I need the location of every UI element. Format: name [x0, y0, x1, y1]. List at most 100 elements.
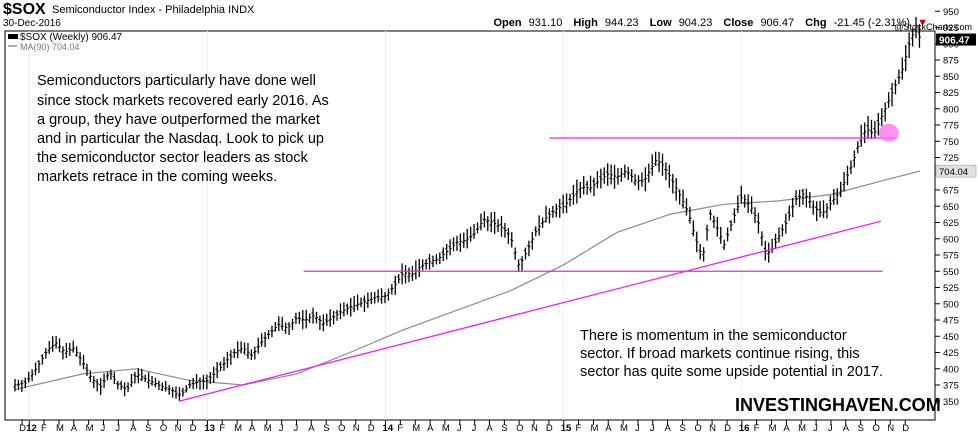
- x-tick-label: J: [101, 423, 106, 434]
- chart-header: $SOX Semiconductor Index - Philadelphia …: [0, 0, 978, 30]
- x-tick-label: S: [145, 423, 151, 434]
- y-tick-label: 725: [943, 153, 959, 164]
- x-tick-label: A: [249, 423, 256, 434]
- y-tick-label: 750: [943, 137, 959, 148]
- annotation-2-line: There is momentum in the semiconductor: [580, 328, 847, 344]
- y-tick-label: 500: [943, 299, 959, 310]
- x-tick-label: J: [650, 423, 655, 434]
- x-tick-label: 12: [26, 423, 37, 434]
- x-tick-label: S: [858, 423, 864, 434]
- series-layer: [13, 16, 922, 401]
- last-value-badge: [936, 33, 976, 46]
- x-tick-label: M: [590, 423, 598, 434]
- annotation-1-line: a group, they have outperformed the mark…: [37, 112, 320, 128]
- low-label: Low: [649, 17, 672, 29]
- x-tick-label: J: [457, 423, 462, 434]
- annotation-1-line: Semiconductors particularly have done we…: [37, 73, 316, 89]
- x-tick-label: 16: [739, 423, 750, 434]
- chg-label: Chg: [805, 17, 827, 29]
- x-tick-label: 14: [383, 423, 394, 434]
- x-tick-label: F: [41, 423, 47, 434]
- y-axis: 350 375 400 425 450 475 500 525 550 575 600 625 650 6…: [935, 7, 977, 408]
- x-tick-label: O: [872, 423, 879, 434]
- x-tick-label: M: [442, 423, 450, 434]
- ma-value-text: 704.04: [939, 167, 968, 178]
- x-tick-label: D: [190, 423, 197, 434]
- x-tick-label: N: [709, 423, 716, 434]
- x-tick-label: M: [769, 423, 777, 434]
- ma-value-badge: [935, 164, 977, 178]
- x-tick-label: A: [308, 423, 315, 434]
- legend: $SOX (Weekly) 906.47 MA(90) 704.04: [8, 32, 123, 52]
- x-tick-label: A: [605, 423, 612, 434]
- x-tick-label: A: [71, 423, 78, 434]
- annotation-momentum-text: Semiconductors particularly have done we…: [37, 73, 329, 185]
- annotation-2-line: sector has quite some upside potential i…: [580, 364, 883, 380]
- x-tick-label: F: [397, 423, 403, 434]
- x-tick-label: M: [234, 423, 242, 434]
- x-tick-label: D: [19, 423, 26, 434]
- uptrend-line: [178, 220, 881, 402]
- x-tick-label: D: [902, 423, 909, 434]
- y-tick-label: 375: [943, 381, 959, 392]
- x-tick-label: N: [887, 423, 894, 434]
- y-tick-label: 400: [943, 364, 959, 375]
- x-tick-label: F: [219, 423, 225, 434]
- y-tick-label: 675: [943, 186, 959, 197]
- grid: [28, 31, 743, 420]
- x-tick-label: D: [546, 423, 553, 434]
- x-tick-label: F: [575, 423, 581, 434]
- x-tick-label: F: [754, 423, 760, 434]
- close-label: Close: [723, 17, 754, 29]
- x-tick-label: J: [813, 423, 818, 434]
- x-tick-label: S: [323, 423, 329, 434]
- x-tick-label: O: [338, 423, 345, 434]
- breakout-highlight: [878, 123, 899, 142]
- overlay-layer: [178, 123, 899, 402]
- legend-ma-label: MA(90) 704.04: [20, 42, 80, 52]
- ma-line: [14, 170, 921, 391]
- x-tick-label: O: [160, 423, 167, 434]
- y-tick-label: 825: [943, 88, 959, 99]
- x-tick-label: M: [620, 423, 628, 434]
- x-tick-label: N: [175, 423, 182, 434]
- x-tick-label: J: [293, 423, 298, 434]
- x-tick-label: J: [115, 423, 120, 434]
- x-axis: D 12 F M A M J J A S O N D 13 F M A M J J A S O N D 14 F M A M J J A S O N D…: [19, 420, 909, 434]
- y-tick-label: 800: [943, 104, 959, 115]
- annotation-2-line: sector. If broad markets continue rising…: [580, 346, 860, 362]
- y-tick-label: 850: [943, 72, 959, 83]
- brand-label: INVESTINGHAVEN.COM: [735, 395, 941, 415]
- y-tick-label: 350: [943, 397, 959, 408]
- x-tick-label: A: [130, 423, 137, 434]
- x-tick-label: A: [427, 423, 434, 434]
- x-tick-label: N: [531, 423, 538, 434]
- x-tick-label: O: [694, 423, 701, 434]
- x-tick-label: D: [368, 423, 375, 434]
- legend-price-label: $SOX (Weekly) 906.47: [20, 32, 123, 43]
- symbol-description: Semiconductor Index - Philadelphia INDX: [52, 4, 255, 16]
- y-tick-label: 925: [943, 23, 959, 34]
- chg-value: -21.45 (-2.31%): [833, 17, 911, 29]
- x-tick-label: J: [635, 423, 640, 434]
- y-tick-label: 600: [943, 234, 959, 245]
- x-tick-label: J: [279, 423, 284, 434]
- x-tick-label: M: [86, 423, 94, 434]
- annotation-outlook-text: There is momentum in the semiconductor s…: [580, 328, 883, 380]
- x-tick-label: N: [353, 423, 360, 434]
- x-tick-label: J: [472, 423, 477, 434]
- x-tick-label: A: [486, 423, 493, 434]
- annotation-1-line: the semiconductor sector leaders as stoc…: [37, 150, 309, 166]
- ohlc-readout: Open 931.10 High 944.23 Low 904.23 Close…: [493, 17, 928, 29]
- x-tick-label: M: [412, 423, 420, 434]
- down-arrow-icon: ▼: [917, 17, 928, 29]
- y-tick-label: 650: [943, 202, 959, 213]
- x-tick-label: S: [680, 423, 686, 434]
- chart-date: 30-Dec-2016: [3, 18, 61, 29]
- y-tick-label: 450: [943, 332, 959, 343]
- y-tick-label: 950: [943, 7, 959, 18]
- high-value: 944.23: [604, 17, 639, 29]
- x-tick-label: 15: [561, 423, 572, 434]
- y-tick-label: 625: [943, 218, 959, 229]
